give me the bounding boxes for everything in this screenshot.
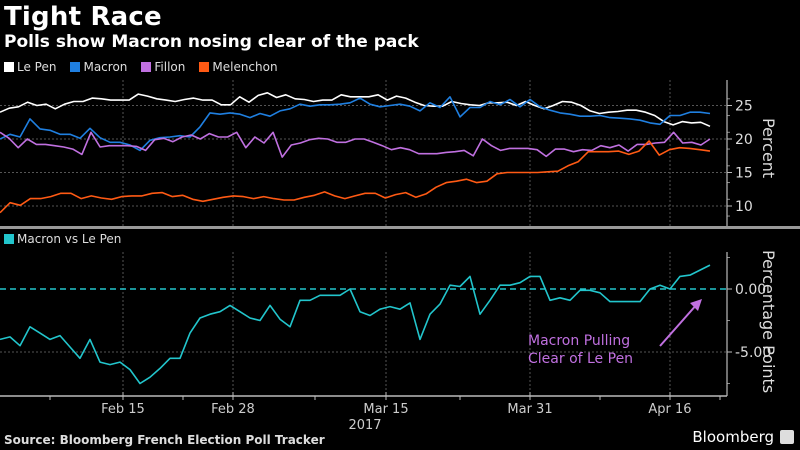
legend-swatch-spread xyxy=(4,234,14,244)
bottom-ytick-label: 0.00 xyxy=(735,282,766,298)
legend-top: Le Pen Macron Fillon Melenchon xyxy=(4,60,292,74)
series-line-macron xyxy=(0,96,711,152)
top-ytick-label: 15 xyxy=(735,166,753,182)
legend-item-melenchon[interactable]: Melenchon xyxy=(199,60,278,74)
bottom-y-axis-label: Percentage Points xyxy=(759,250,778,393)
annotation-text-line1: Macron Pulling xyxy=(528,333,630,349)
chart-subtitle: Polls show Macron nosing clear of the pa… xyxy=(4,32,419,52)
legend-item-le-pen[interactable]: Le Pen xyxy=(4,60,56,74)
annotation-arrow-shaft xyxy=(659,302,699,347)
x-tick-label: Mar 31 xyxy=(507,402,552,417)
annotation-arrow-head xyxy=(690,299,702,311)
legend-label: Macron vs Le Pen xyxy=(17,232,122,246)
legend-swatch-melenchon xyxy=(199,62,210,72)
legend-bottom: Macron vs Le Pen xyxy=(4,232,135,246)
annotation-text-line2: Clear of Le Pen xyxy=(528,351,633,367)
top-ytick-label: 25 xyxy=(735,99,753,115)
series-line-fillon xyxy=(0,131,711,158)
panel-separator xyxy=(0,226,800,229)
chart-title: Tight Race xyxy=(4,2,162,32)
bloomberg-logo: Bloomberg xyxy=(692,428,774,446)
x-tick-label: Apr 16 xyxy=(648,402,691,417)
x-tick-label: Mar 15 xyxy=(363,402,408,417)
legend-swatch-macron xyxy=(70,62,81,72)
source-note: Source: Bloomberg French Election Poll T… xyxy=(4,433,325,447)
legend-label: Macron xyxy=(83,60,128,74)
top-y-axis-label: Percent xyxy=(759,118,778,178)
x-tick-label: Feb 28 xyxy=(211,402,255,417)
top-ytick-label: 10 xyxy=(735,199,753,215)
series-line-macron-vs-le-pen xyxy=(0,264,711,385)
x-year-label: 2017 xyxy=(348,418,381,433)
top-ytick-label: 20 xyxy=(735,132,753,148)
series-line-le-pen xyxy=(0,92,711,128)
x-tick-label: Feb 15 xyxy=(101,402,145,417)
legend-label: Melenchon xyxy=(212,60,278,74)
legend-item-macron[interactable]: Macron xyxy=(70,60,127,74)
bottom-ytick-label: -5.00 xyxy=(735,345,771,361)
legend-swatch-fillon xyxy=(141,62,152,72)
bloomberg-chart-icon xyxy=(780,430,794,444)
legend-item-fillon[interactable]: Fillon xyxy=(141,60,185,74)
legend-label: Fillon xyxy=(154,60,186,74)
legend-label: Le Pen xyxy=(17,60,57,74)
series-line-melenchon xyxy=(0,140,711,214)
legend-item-macron-vs-le-pen[interactable]: Macron vs Le Pen xyxy=(4,232,121,246)
legend-swatch-le-pen xyxy=(4,62,14,72)
